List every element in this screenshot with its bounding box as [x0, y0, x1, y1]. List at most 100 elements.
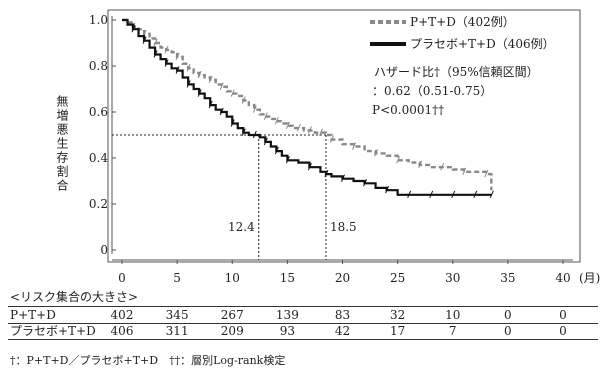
legend: P+T+D（402例） プラセボ+T+D（406例）: [370, 15, 555, 51]
censor-mark: [318, 128, 323, 136]
y-tick-label: 1.0: [89, 13, 108, 27]
risk-cell: 0: [559, 308, 567, 322]
risk-table-rule-top: [8, 306, 598, 307]
censor-mark: [186, 80, 191, 88]
plot-frame: [107, 9, 581, 263]
risk-cell: 139: [275, 308, 299, 322]
censor-mark: [285, 156, 290, 164]
censor-mark: [407, 190, 412, 198]
x-tick-label: 0: [118, 271, 126, 285]
censor-mark: [219, 107, 224, 116]
risk-row-label: P+T+D: [10, 308, 56, 322]
y-tick-label: 0.2: [89, 197, 108, 211]
censor-mark: [274, 146, 279, 155]
median-label-placebo: 18.5: [330, 220, 357, 234]
censor-mark: [153, 50, 158, 58]
censor-mark: [307, 163, 312, 171]
x-tick-label: 25: [390, 271, 405, 285]
censor-mark: [197, 71, 202, 79]
censor-mark: [462, 167, 467, 175]
censor-mark: [252, 130, 257, 139]
risk-cell: 209: [220, 324, 244, 338]
censor-mark: [208, 100, 213, 109]
censor-mark: [418, 160, 423, 169]
risk-cell: 7: [448, 324, 457, 338]
censor-mark: [274, 117, 279, 125]
risk-cell: 0: [504, 324, 512, 338]
censor-mark: [142, 36, 147, 44]
chart-axes: 0 0.2 0.4 0.6 0.8 1.0 0 5 10 15 20 25 30 35 40 (月): [89, 9, 600, 285]
y-axis-label: 無増悪生存割合: [55, 94, 69, 193]
censor-mark: [197, 89, 202, 97]
risk-cell: 402: [110, 308, 134, 322]
footnote: †：P+T+D／プラセボ+T+D ††：層別Log-rank検定: [10, 354, 286, 367]
x-tick-label: 35: [500, 271, 515, 285]
censor-mark: [451, 190, 456, 198]
risk-cell: 32: [389, 308, 406, 322]
censor-mark: [252, 105, 257, 113]
censor-mark: [230, 119, 235, 127]
risk-cell: 10: [445, 308, 461, 322]
risk-cell: 17: [389, 324, 406, 338]
x-tick-label: 15: [280, 271, 295, 285]
legend-label-placebo: プラセボ+T+D（406例）: [410, 37, 555, 51]
y-tick-label: 0.6: [89, 105, 108, 119]
censor-mark: [440, 163, 445, 171]
y-tick-label: 0.8: [89, 59, 108, 73]
risk-cell: 0: [504, 308, 512, 322]
series-line-ptd: [122, 18, 493, 191]
censor-mark: [363, 179, 368, 187]
censor-mark: [186, 64, 191, 72]
censor-mark: [241, 96, 246, 104]
censor-mark: [330, 135, 334, 143]
x-tick-label: 5: [173, 271, 181, 285]
risk-cell: 311: [165, 324, 189, 338]
censor-mark: [131, 25, 136, 33]
x-tick-label: 30: [445, 271, 460, 285]
censor-mark: [324, 169, 329, 178]
x-tick-label: 40: [555, 271, 570, 285]
censor-mark: [164, 45, 169, 54]
x-tick-label: 10: [225, 271, 240, 285]
risk-table-rule-mid: [8, 323, 598, 324]
censor-mark: [263, 112, 268, 120]
censor-mark: [396, 156, 401, 164]
censor-mark: [208, 75, 213, 83]
median-label-ptd: 12.4: [228, 220, 255, 234]
legend-label-ptd: P+T+D（402例）: [410, 15, 515, 29]
censor-mark: [175, 66, 180, 74]
y-tick-label: 0.4: [89, 151, 108, 165]
censor-mark: [285, 121, 290, 129]
censor-mark: [473, 190, 478, 198]
censor-mark: [296, 123, 301, 132]
risk-cell: 42: [334, 324, 351, 338]
censor-mark: [230, 89, 235, 97]
censor-mark: [484, 169, 489, 178]
x-unit-label: (月): [579, 271, 600, 285]
risk-cell: 0: [559, 324, 567, 338]
censor-mark: [263, 137, 268, 146]
chart-labels: 無増悪生存割合: [55, 94, 69, 193]
risk-cell: 406: [110, 324, 134, 338]
annotation-line: ：0.62（0.51-0.75）: [372, 84, 492, 98]
censor-mark: [489, 190, 494, 198]
censor-mark: [341, 174, 345, 182]
risk-table-rule-bottom: [8, 339, 598, 340]
censor-mark: [429, 190, 434, 198]
risk-row-label: プラセボ+T+D: [10, 324, 96, 338]
hazard-annotation: ハザード比†（95%信頼区間） ：0.62（0.51-0.75） P<0.0001†…: [372, 65, 539, 117]
censor-mark: [241, 128, 246, 136]
annotation-line: ハザード比†（95%信頼区間）: [374, 65, 539, 79]
risk-cell: 267: [220, 308, 244, 322]
censor-mark: [153, 38, 158, 47]
censor-mark: [164, 59, 169, 67]
censor-mark: [219, 82, 224, 90]
censor-mark: [175, 52, 180, 60]
risk-cell: 83: [334, 308, 351, 322]
y-tick-label: 0: [100, 243, 108, 257]
risk-cell: 93: [279, 324, 296, 338]
censor-mark: [385, 186, 390, 194]
censor-mark: [374, 149, 379, 157]
annotation-line: P<0.0001††: [372, 103, 444, 117]
